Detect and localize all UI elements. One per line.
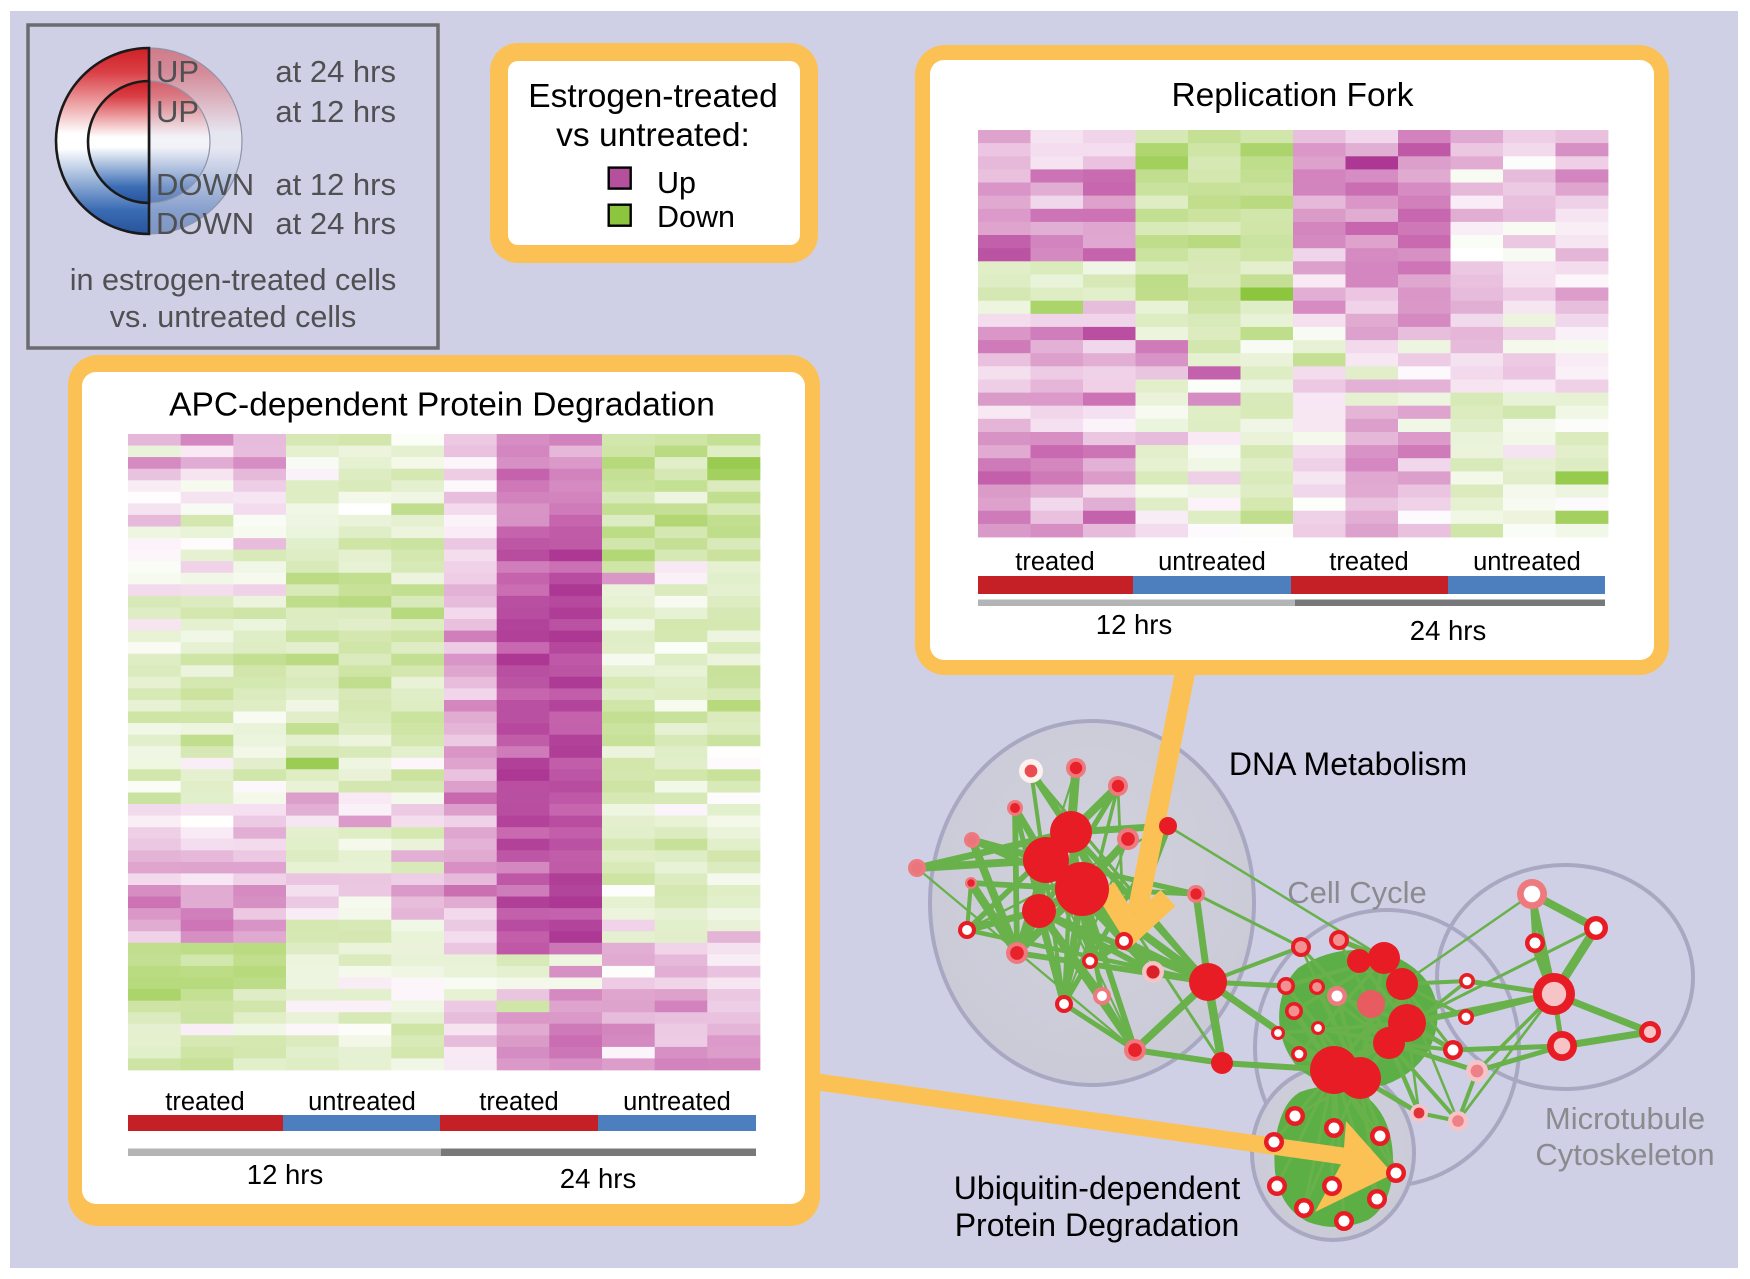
svg-text:24 hrs: 24 hrs [560, 1163, 636, 1194]
svg-text:untreated: untreated [308, 1088, 416, 1116]
svg-text:treated: treated [1329, 548, 1408, 576]
svg-text:at 24 hrs: at 24 hrs [275, 206, 396, 241]
svg-text:Down: Down [657, 200, 735, 234]
svg-text:untreated: untreated [1473, 548, 1581, 576]
svg-text:treated: treated [1015, 548, 1094, 576]
svg-text:vs. untreated cells: vs. untreated cells [110, 300, 357, 334]
svg-text:Protein Degradation: Protein Degradation [955, 1207, 1240, 1243]
svg-text:Estrogen-treated: Estrogen-treated [528, 78, 778, 115]
svg-text:DNA Metabolism: DNA Metabolism [1229, 746, 1467, 782]
svg-text:at 12 hrs: at 12 hrs [275, 167, 396, 202]
svg-text:Ubiquitin-dependent: Ubiquitin-dependent [954, 1170, 1241, 1206]
svg-text:untreated: untreated [1158, 548, 1266, 576]
svg-text:Replication Fork: Replication Fork [1171, 77, 1413, 114]
svg-text:12 hrs: 12 hrs [247, 1159, 323, 1190]
svg-text:24 hrs: 24 hrs [1410, 615, 1486, 646]
svg-text:UP: UP [156, 94, 199, 129]
svg-text:in estrogen-treated cells: in estrogen-treated cells [70, 263, 397, 297]
svg-text:Up: Up [657, 166, 696, 200]
svg-text:Cytoskeleton: Cytoskeleton [1535, 1137, 1714, 1172]
svg-text:Cell Cycle: Cell Cycle [1287, 875, 1427, 910]
svg-text:Microtubule: Microtubule [1545, 1101, 1705, 1136]
svg-text:DOWN: DOWN [156, 167, 254, 202]
svg-text:treated: treated [479, 1088, 558, 1116]
svg-text:at 12 hrs: at 12 hrs [275, 94, 396, 129]
svg-text:APC-dependent Protein Degradat: APC-dependent Protein Degradation [169, 386, 715, 423]
svg-text:12 hrs: 12 hrs [1096, 609, 1172, 640]
svg-text:DOWN: DOWN [156, 206, 254, 241]
svg-text:vs untreated:: vs untreated: [556, 117, 750, 154]
svg-text:untreated: untreated [623, 1088, 731, 1116]
svg-text:UP: UP [156, 54, 199, 89]
svg-text:treated: treated [165, 1088, 244, 1116]
svg-text:at 24 hrs: at 24 hrs [275, 54, 396, 89]
